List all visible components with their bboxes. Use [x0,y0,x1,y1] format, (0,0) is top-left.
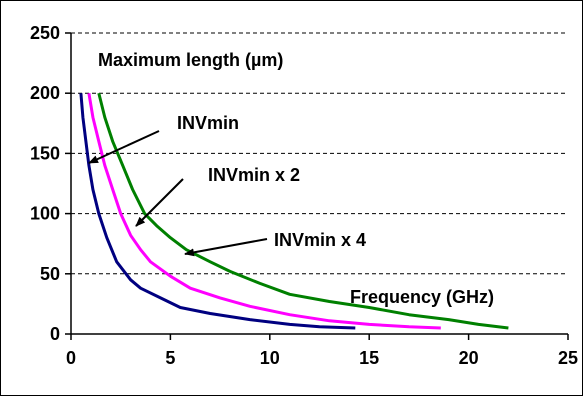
x-tick-label-20: 20 [459,348,479,368]
y-axis-label: Maximum length (µm) [98,50,283,70]
y-tick-label-100: 100 [30,204,60,224]
x-tick-label-25: 25 [558,348,578,368]
annotation-arrows [88,130,268,257]
annotation-label-invmin-x2: INVmin x 2 [208,165,300,185]
annotation-label-invmin-x4: INVmin x 4 [274,230,366,250]
y-tick-label-250: 250 [30,23,60,43]
x-axis-label: Frequency (GHz) [350,287,494,307]
x-tick-label-0: 0 [66,348,76,368]
series-line-invmin-x-2 [87,92,441,330]
y-tick-label-0: 0 [50,324,60,344]
x-tick-label-10: 10 [260,348,280,368]
annotation-arrow-1 [135,178,184,227]
series-line-invmin-x-4 [97,92,509,330]
annotation-label-invmin: INVmin [177,113,239,133]
annotation-arrow-0 [88,130,160,164]
grid-lines [71,32,568,275]
x-tick-label-5: 5 [165,348,175,368]
series-line-invmin [79,93,356,330]
annotation-arrow-2 [184,238,268,257]
y-tick-label-50: 50 [40,264,60,284]
tick-labels: 0 50 100 150 200 250 0 5 10 15 20 25 [30,23,578,368]
y-tick-label-200: 200 [30,83,60,103]
series-lines [79,92,509,330]
y-tick-label-150: 150 [30,143,60,163]
x-tick-label-15: 15 [359,348,379,368]
axes [70,33,568,335]
